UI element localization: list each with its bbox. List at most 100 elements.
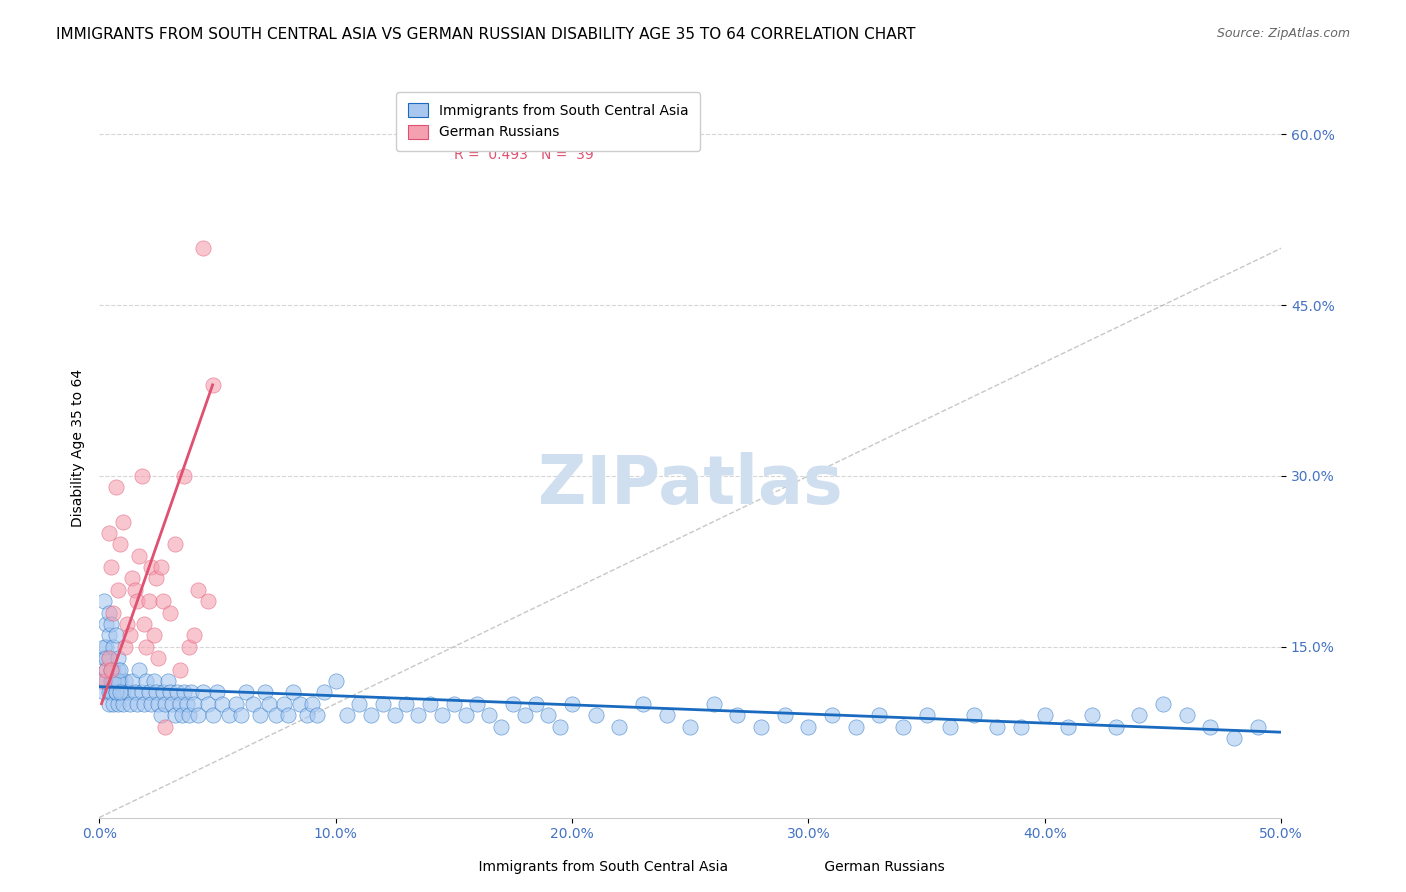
Immigrants from South Central Asia [155, 697, 177, 711]
Immigrants from South Central Asia [111, 697, 134, 711]
Immigrants from South Central Asia [197, 697, 219, 711]
Immigrants from South Central Asia [295, 708, 318, 723]
German Russians [118, 628, 141, 642]
Immigrants from South Central Asia [259, 697, 281, 711]
German Russians [135, 640, 157, 654]
Immigrants from South Central Asia [249, 708, 271, 723]
Immigrants from South Central Asia [138, 685, 160, 699]
Legend: Immigrants from South Central Asia, German Russians: Immigrants from South Central Asia, Germ… [396, 92, 700, 151]
Immigrants from South Central Asia [97, 628, 120, 642]
Text: Source: ZipAtlas.com: Source: ZipAtlas.com [1216, 27, 1350, 40]
Immigrants from South Central Asia [100, 673, 122, 688]
Immigrants from South Central Asia [131, 685, 153, 699]
German Russians [114, 640, 136, 654]
Immigrants from South Central Asia [939, 719, 962, 733]
Immigrants from South Central Asia [1128, 708, 1150, 723]
Immigrants from South Central Asia [103, 697, 125, 711]
German Russians [173, 469, 195, 483]
Immigrants from South Central Asia [1152, 697, 1174, 711]
Immigrants from South Central Asia [537, 708, 560, 723]
Immigrants from South Central Asia [963, 708, 986, 723]
German Russians [138, 594, 160, 608]
Immigrants from South Central Asia [183, 697, 205, 711]
Immigrants from South Central Asia [97, 651, 120, 665]
Immigrants from South Central Asia [242, 697, 264, 711]
Immigrants from South Central Asia [93, 651, 115, 665]
German Russians [124, 582, 146, 597]
Immigrants from South Central Asia [305, 708, 328, 723]
Immigrants from South Central Asia [288, 697, 311, 711]
Immigrants from South Central Asia [1057, 719, 1080, 733]
Immigrants from South Central Asia [187, 708, 209, 723]
Immigrants from South Central Asia [561, 697, 583, 711]
Immigrants from South Central Asia [125, 697, 148, 711]
German Russians [104, 480, 127, 494]
Immigrants from South Central Asia [148, 697, 170, 711]
Immigrants from South Central Asia [176, 697, 198, 711]
Immigrants from South Central Asia [201, 708, 224, 723]
German Russians [139, 560, 162, 574]
Immigrants from South Central Asia [821, 708, 844, 723]
German Russians [125, 594, 148, 608]
German Russians [96, 663, 118, 677]
Immigrants from South Central Asia [1081, 708, 1104, 723]
Immigrants from South Central Asia [773, 708, 796, 723]
Immigrants from South Central Asia [100, 685, 122, 699]
Immigrants from South Central Asia [478, 708, 501, 723]
Immigrants from South Central Asia [114, 673, 136, 688]
German Russians [117, 617, 139, 632]
Immigrants from South Central Asia [273, 697, 295, 711]
Immigrants from South Central Asia [180, 685, 202, 699]
German Russians [177, 640, 200, 654]
Immigrants from South Central Asia [655, 708, 678, 723]
Immigrants from South Central Asia [93, 640, 115, 654]
Immigrants from South Central Asia [281, 685, 304, 699]
Immigrants from South Central Asia [513, 708, 536, 723]
Immigrants from South Central Asia [749, 719, 772, 733]
Immigrants from South Central Asia [526, 697, 548, 711]
German Russians [97, 651, 120, 665]
Immigrants from South Central Asia [631, 697, 654, 711]
German Russians [159, 606, 181, 620]
Immigrants from South Central Asia [166, 685, 188, 699]
Text: ZIPatlas: ZIPatlas [538, 451, 842, 517]
Immigrants from South Central Asia [110, 685, 132, 699]
Immigrants from South Central Asia [107, 663, 129, 677]
German Russians [191, 241, 214, 255]
Immigrants from South Central Asia [103, 673, 125, 688]
Y-axis label: Disability Age 35 to 64: Disability Age 35 to 64 [72, 368, 86, 526]
Immigrants from South Central Asia [585, 708, 607, 723]
Immigrants from South Central Asia [1175, 708, 1198, 723]
German Russians [97, 525, 120, 540]
Immigrants from South Central Asia [1223, 731, 1246, 745]
Immigrants from South Central Asia [100, 663, 122, 677]
German Russians [169, 663, 191, 677]
Immigrants from South Central Asia [1105, 719, 1128, 733]
Immigrants from South Central Asia [177, 708, 200, 723]
Immigrants from South Central Asia [235, 685, 257, 699]
German Russians [155, 719, 177, 733]
Immigrants from South Central Asia [725, 708, 748, 723]
Immigrants from South Central Asia [132, 697, 155, 711]
German Russians [201, 377, 224, 392]
Immigrants from South Central Asia [162, 697, 184, 711]
Immigrants from South Central Asia [104, 685, 127, 699]
Immigrants from South Central Asia [703, 697, 725, 711]
Immigrants from South Central Asia [100, 663, 122, 677]
Immigrants from South Central Asia [502, 697, 524, 711]
Immigrants from South Central Asia [135, 673, 157, 688]
German Russians [128, 549, 150, 563]
Immigrants from South Central Asia [430, 708, 453, 723]
Immigrants from South Central Asia [110, 673, 132, 688]
Immigrants from South Central Asia [93, 594, 115, 608]
Text: Immigrants from South Central Asia                      German Russians: Immigrants from South Central Asia Germa… [461, 860, 945, 874]
German Russians [152, 594, 174, 608]
Immigrants from South Central Asia [277, 708, 299, 723]
Immigrants from South Central Asia [1246, 719, 1268, 733]
German Russians [107, 582, 129, 597]
Immigrants from South Central Asia [548, 719, 571, 733]
German Russians [163, 537, 186, 551]
Immigrants from South Central Asia [90, 673, 112, 688]
Immigrants from South Central Asia [845, 719, 868, 733]
Immigrants from South Central Asia [96, 673, 118, 688]
